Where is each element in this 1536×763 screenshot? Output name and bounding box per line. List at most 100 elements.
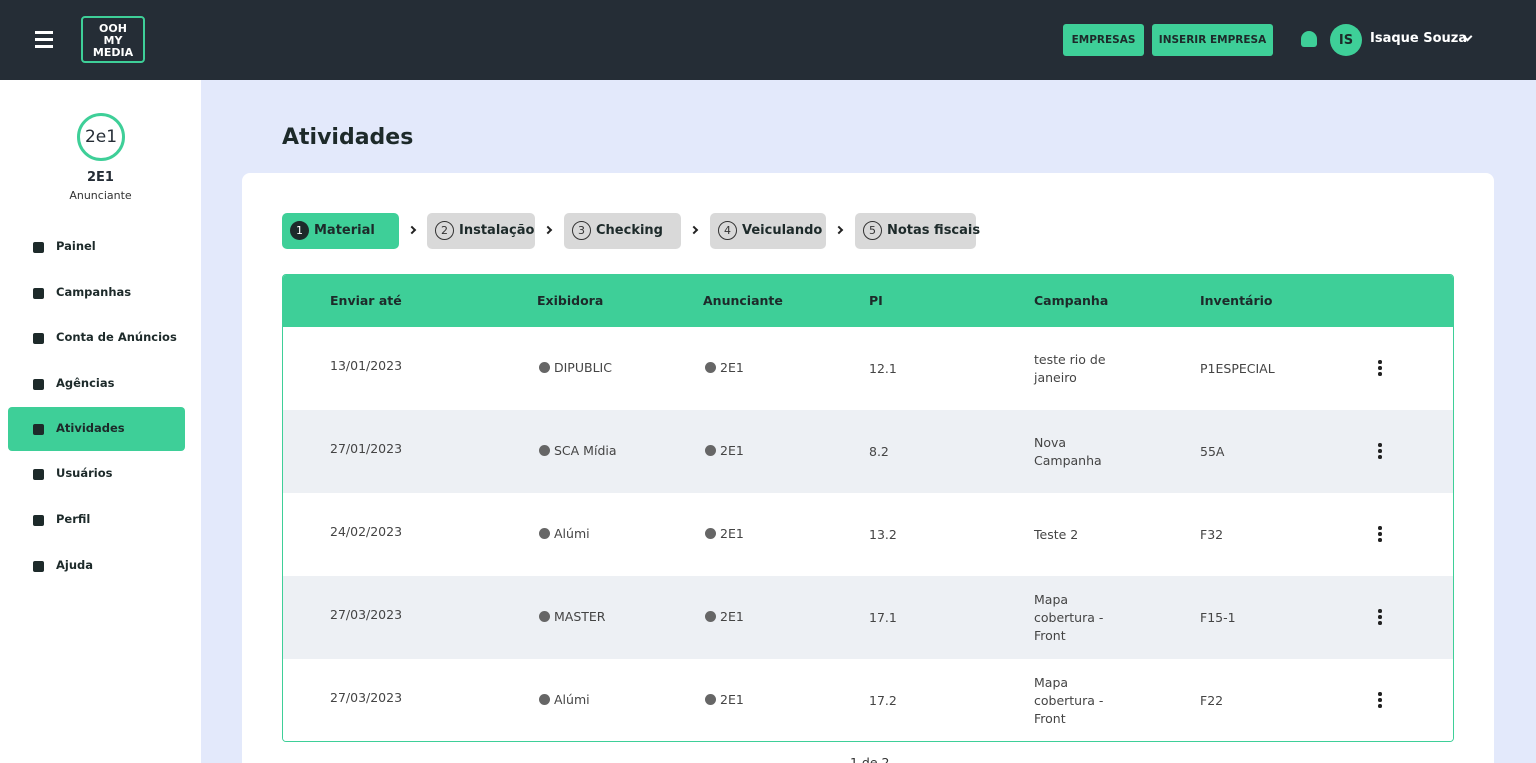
column-header: Campanha (1034, 293, 1109, 308)
kebab-dot (1378, 621, 1382, 625)
menu-item[interactable]: Ajuda (8, 544, 185, 588)
step[interactable]: 2 Instalação (427, 213, 535, 249)
table-cell: 27/03/2023 (330, 606, 403, 622)
menu-icon-line (35, 45, 53, 48)
kebab-dot (1378, 692, 1382, 696)
menu-label: Perfil (56, 512, 91, 526)
column-header: PI (869, 293, 883, 308)
info-icon (539, 445, 550, 456)
info-icon (539, 528, 550, 539)
row-actions[interactable] (1373, 442, 1387, 460)
table-cell: Teste 2 (1034, 526, 1079, 542)
table-cell: Alúmi (554, 526, 590, 541)
avatar[interactable]: IS (1330, 24, 1362, 56)
advertiser-role: Anunciante (69, 189, 132, 202)
kebab-dot (1378, 615, 1382, 619)
menu-icon (33, 515, 44, 526)
menu-label: Agências (56, 376, 115, 390)
step-number: 4 (718, 221, 737, 240)
table-row: 27/03/2023 MASTER 2E1 17.1 Mapa cobertura - … (283, 576, 1453, 659)
menu-icon (33, 288, 44, 299)
table-cell: 2E1 (720, 609, 744, 624)
menu-item[interactable]: Painel (8, 225, 185, 269)
table-cell: 17.1 (869, 609, 897, 625)
info-icon (705, 445, 716, 456)
step-label: Checking (596, 223, 663, 238)
info-icon (705, 362, 716, 373)
menu-item[interactable]: Campanhas (8, 271, 185, 315)
table-cell: Alúmi (554, 692, 590, 707)
table-cell: F15-1 (1200, 609, 1236, 625)
kebab-dot (1378, 443, 1382, 447)
menu-label: Campanhas (56, 285, 132, 299)
menu-label: Atividades (56, 421, 125, 435)
menu-item[interactable]: Atividades (8, 407, 185, 451)
step-number: 1 (290, 221, 309, 240)
kebab-dot (1378, 704, 1382, 708)
menu-icon (33, 424, 44, 435)
info-icon (539, 611, 550, 622)
row-actions[interactable] (1373, 359, 1387, 377)
table-cell: Mapa cobertura - Front (1034, 591, 1104, 643)
row-actions[interactable] (1373, 525, 1387, 543)
menu-icon-line (35, 38, 53, 41)
page-title: Atividades (282, 125, 414, 150)
advertiser-name: 2E1 (87, 170, 114, 185)
menu-icon (33, 242, 44, 253)
menu-button[interactable] (33, 31, 55, 49)
step-number: 2 (435, 221, 454, 240)
step-label: Material (314, 223, 375, 238)
kebab-dot (1378, 532, 1382, 536)
table-row: 27/03/2023 Alúmi 2E1 17.2 Mapa cobertura - F… (283, 659, 1453, 741)
table-cell: 2E1 (720, 526, 744, 541)
column-header: Anunciante (703, 293, 783, 308)
menu-label: Usuários (56, 466, 113, 480)
table-cell: 13.2 (869, 526, 897, 542)
table-cell: F22 (1200, 692, 1224, 708)
user-name[interactable]: Isaque Souza (1370, 31, 1468, 46)
menu-item[interactable]: Agências (8, 362, 185, 406)
table-cell: SCA Mídia (554, 443, 617, 458)
row-actions[interactable] (1373, 608, 1387, 626)
table-cell: DIPUBLIC (554, 360, 612, 375)
header-button[interactable]: EMPRESAS (1063, 24, 1144, 56)
header-button[interactable]: INSERIR EMPRESA (1152, 24, 1273, 56)
info-icon (539, 694, 550, 705)
menu-item[interactable]: Usuários (8, 452, 185, 496)
table-row: 13/01/2023 DIPUBLIC 2E1 12.1 teste rio de ja… (283, 327, 1453, 410)
logo-text: MEDIA (92, 46, 134, 59)
table-cell: 24/02/2023 (330, 523, 403, 539)
menu-item[interactable]: Conta de Anúncios (8, 316, 185, 360)
kebab-dot (1378, 366, 1382, 370)
step[interactable]: 1 Material (282, 213, 399, 249)
info-icon (705, 611, 716, 622)
step-number: 5 (863, 221, 882, 240)
table: Enviar até Exibidora Anunciante PI Campanha I… (282, 274, 1454, 742)
notification-bell[interactable] (1301, 31, 1317, 47)
step[interactable]: 5 Notas fiscais (855, 213, 980, 249)
table-cell: MASTER (554, 609, 606, 624)
column-header: Enviar até (330, 293, 402, 308)
menu-item[interactable]: Perfil (8, 498, 185, 542)
kebab-dot (1378, 526, 1382, 530)
step-label: Notas fiscais (887, 223, 981, 238)
table-header (283, 275, 1453, 327)
step[interactable]: 3 Checking (564, 213, 681, 249)
kebab-dot (1378, 449, 1382, 453)
logo[interactable]: OOH MY MEDIA (81, 16, 145, 63)
table-cell: 8.2 (869, 443, 889, 459)
pagination: 1 de 2 (850, 755, 890, 763)
step-label: Veiculando (742, 223, 823, 238)
info-icon (705, 528, 716, 539)
column-header: Exibidora (537, 293, 604, 308)
table-cell: F32 (1200, 526, 1224, 542)
menu-icon (33, 379, 44, 390)
row-actions[interactable] (1373, 691, 1387, 709)
table-cell: 27/03/2023 (330, 689, 403, 705)
step[interactable]: 4 Veiculando (710, 213, 826, 249)
menu-label: Ajuda (56, 558, 94, 572)
table-cell: 17.2 (869, 692, 897, 708)
table-cell: 13/01/2023 (330, 357, 403, 373)
menu-label: Conta de Anúncios (56, 330, 177, 344)
